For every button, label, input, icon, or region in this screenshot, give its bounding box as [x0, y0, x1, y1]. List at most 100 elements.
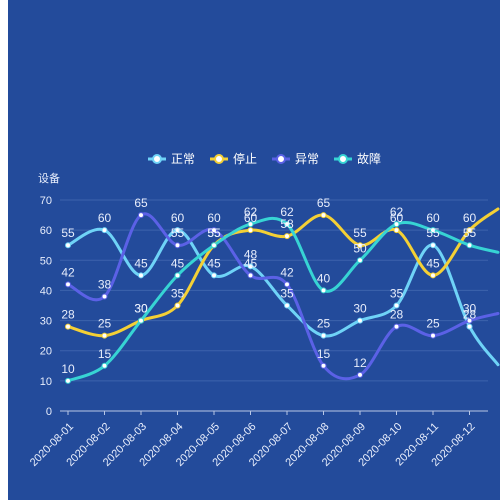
- data-label: 60: [426, 211, 440, 225]
- data-point: [138, 212, 144, 219]
- y-tick-label: 10: [40, 376, 52, 388]
- y-tick-label: 40: [40, 285, 52, 297]
- data-point: [101, 362, 108, 369]
- data-label: 60: [463, 211, 477, 225]
- data-point: [65, 323, 71, 330]
- data-point: [357, 317, 363, 324]
- data-label: 55: [463, 226, 477, 240]
- data-label: 45: [207, 256, 221, 270]
- data-label: 38: [98, 277, 112, 291]
- data-point: [430, 332, 436, 339]
- data-label: 58: [280, 217, 294, 231]
- data-point: [284, 281, 290, 288]
- data-point: [430, 242, 436, 249]
- data-label: 55: [207, 226, 221, 240]
- data-label: 65: [317, 196, 331, 210]
- data-point: [211, 242, 217, 249]
- data-point: [174, 302, 181, 309]
- data-point: [320, 362, 327, 369]
- data-label: 60: [98, 211, 112, 225]
- legend-swatch-marker: [276, 154, 286, 164]
- data-point: [357, 242, 363, 249]
- legend-label: 正常: [171, 152, 195, 166]
- data-label: 30: [353, 302, 367, 316]
- data-label: 15: [98, 347, 112, 361]
- data-point: [211, 272, 217, 279]
- data-point: [430, 272, 436, 279]
- y-tick-label: 20: [40, 346, 52, 358]
- legend: 正常 停止 异常 故障: [148, 151, 381, 166]
- data-point: [466, 227, 473, 234]
- data-point: [466, 317, 473, 324]
- y-axis-title: 设备: [38, 171, 60, 185]
- data-label: 30: [134, 302, 148, 316]
- data-label: 60: [207, 211, 221, 225]
- data-label: 30: [134, 302, 148, 316]
- data-point: [174, 242, 181, 249]
- chart-panel: 0 10 20 30 40 50 60 70 2020-08-01 2020-08-02 2020-…: [8, 0, 500, 500]
- data-point: [393, 227, 400, 234]
- data-label: 35: [171, 287, 185, 301]
- data-label: 60: [171, 211, 185, 225]
- data-label: 10: [61, 362, 75, 376]
- data-label: 42: [280, 265, 294, 279]
- data-label: 45: [426, 256, 440, 270]
- data-point: [284, 221, 290, 228]
- data-label: 65: [134, 196, 148, 210]
- data-label: 55: [426, 226, 440, 240]
- data-point: [138, 272, 144, 279]
- data-point: [65, 281, 71, 288]
- data-label: 62: [390, 205, 404, 219]
- data-point: [247, 221, 254, 228]
- data-point: [284, 302, 290, 309]
- data-label: 50: [353, 241, 367, 255]
- legend-label: 故障: [357, 151, 381, 166]
- data-label: 55: [171, 226, 185, 240]
- data-point: [393, 302, 400, 309]
- data-point: [393, 323, 400, 330]
- y-tick-label: 70: [40, 195, 52, 207]
- data-point: [393, 221, 400, 228]
- data-point: [101, 227, 108, 234]
- data-label: 28: [390, 308, 404, 322]
- data-point: [320, 332, 327, 339]
- data-point: [320, 212, 327, 219]
- line-chart: 0102030405060702020-08-012020-08-022020-…: [28, 151, 500, 469]
- data-point: [357, 257, 363, 264]
- data-label: 35: [280, 287, 294, 301]
- y-tick-label: 60: [40, 225, 52, 237]
- legend-swatch-marker: [152, 154, 162, 164]
- data-point: [284, 233, 290, 240]
- data-point: [466, 242, 473, 249]
- data-label: 62: [244, 205, 258, 219]
- data-label: 60: [244, 211, 258, 225]
- data-label: 48: [244, 247, 258, 261]
- data-label: 42: [61, 265, 75, 279]
- data-point: [174, 272, 181, 279]
- data-point: [247, 272, 254, 279]
- legend-label: 异常: [295, 152, 319, 166]
- data-label: 25: [426, 317, 440, 331]
- data-label: 15: [317, 347, 331, 361]
- data-label: 35: [390, 287, 404, 301]
- data-point: [466, 323, 473, 330]
- data-label: 55: [61, 226, 75, 240]
- data-label: 45: [134, 256, 148, 270]
- legend-swatch-marker: [214, 154, 224, 164]
- data-point: [138, 317, 144, 324]
- data-label: 25: [98, 317, 112, 331]
- data-label: 55: [353, 226, 367, 240]
- data-point: [320, 287, 327, 294]
- data-point: [247, 263, 254, 270]
- data-point: [101, 293, 108, 300]
- data-point: [357, 371, 363, 378]
- y-tick-label: 50: [40, 255, 52, 267]
- data-point: [174, 227, 181, 234]
- y-tick-label: 30: [40, 316, 52, 328]
- y-tick-label: 0: [46, 406, 52, 418]
- data-point: [65, 242, 71, 249]
- data-point: [211, 227, 217, 234]
- data-points: [65, 212, 473, 384]
- data-label: 12: [353, 356, 367, 370]
